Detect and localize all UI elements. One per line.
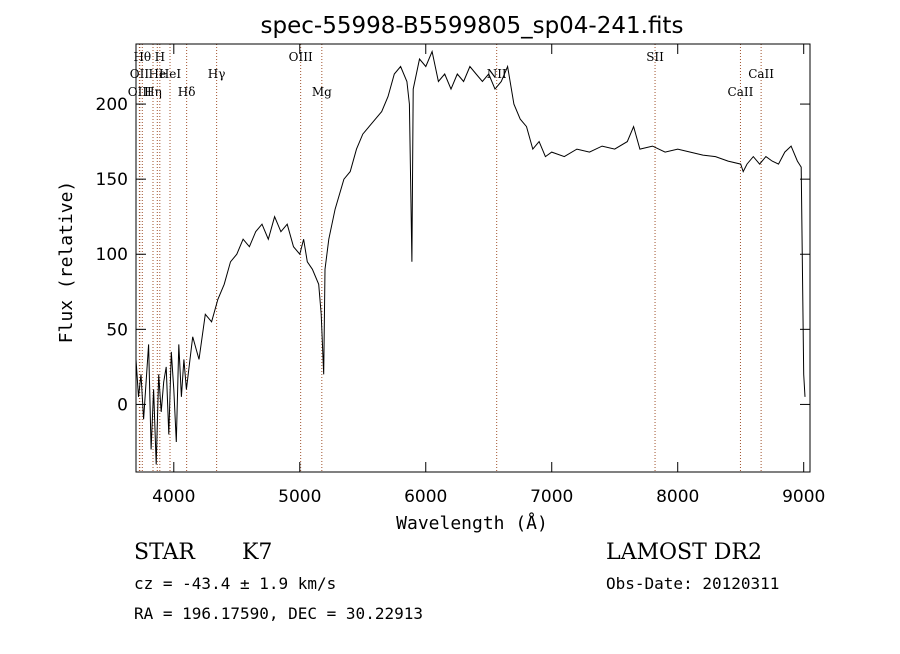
line-marker-label: Hη (144, 85, 162, 99)
y-tick-label: 150 (96, 170, 128, 190)
line-marker-label: NII (487, 67, 507, 81)
x-tick-label: 6000 (404, 487, 447, 507)
x-tick-label: 9000 (782, 487, 825, 507)
spectrum-line (135, 49, 806, 465)
y-tick-label: 200 (96, 95, 128, 115)
line-marker-label: Mg (312, 85, 332, 99)
line-marker-label: CaII (748, 67, 774, 81)
coordinates: RA = 196.17590, DEC = 30.22913 (134, 604, 423, 623)
y-tick-label: 0 (117, 395, 128, 415)
axis-ticks: 4000 5000 6000 7000 8000 9000 0 50 100 150 200 (96, 44, 825, 507)
line-marker-label: H (155, 50, 165, 64)
line-marker-label: OIII (128, 85, 152, 99)
obs-date: Obs-Date: 20120311 (606, 574, 779, 593)
plot-frame (135, 43, 811, 473)
subclass: K7 (242, 540, 272, 565)
x-tick-label: 7000 (530, 487, 573, 507)
line-marker-label: OIII (289, 50, 313, 64)
line-marker-label: CaII (728, 85, 754, 99)
y-tick-label: 100 (96, 245, 128, 265)
redshift-readout: cz = -43.4 ± 1.9 km/s (134, 574, 336, 593)
x-axis-label: Wavelength (Å) (396, 512, 548, 534)
line-marker-label: HeI (159, 67, 182, 81)
y-tick-label: 50 (106, 320, 128, 340)
y-axis-label: Flux (relative) (56, 181, 77, 344)
line-markers: HθOIIHeOIIIHηHHeIHδHγOIIIMgNIISIICaIICaI… (128, 44, 774, 472)
survey-name: LAMOST DR2 (606, 540, 762, 565)
line-marker-label: Hθ (133, 50, 151, 64)
line-marker-label: Hγ (208, 67, 226, 81)
object-class: STAR (134, 540, 196, 565)
chart-title: spec-55998-B5599805_sp04-241.fits (261, 13, 684, 39)
line-marker-label: SII (646, 50, 664, 64)
x-tick-label: 5000 (278, 487, 321, 507)
x-tick-label: 4000 (152, 487, 195, 507)
line-marker-label: Hδ (178, 85, 196, 99)
x-tick-label: 8000 (656, 487, 699, 507)
